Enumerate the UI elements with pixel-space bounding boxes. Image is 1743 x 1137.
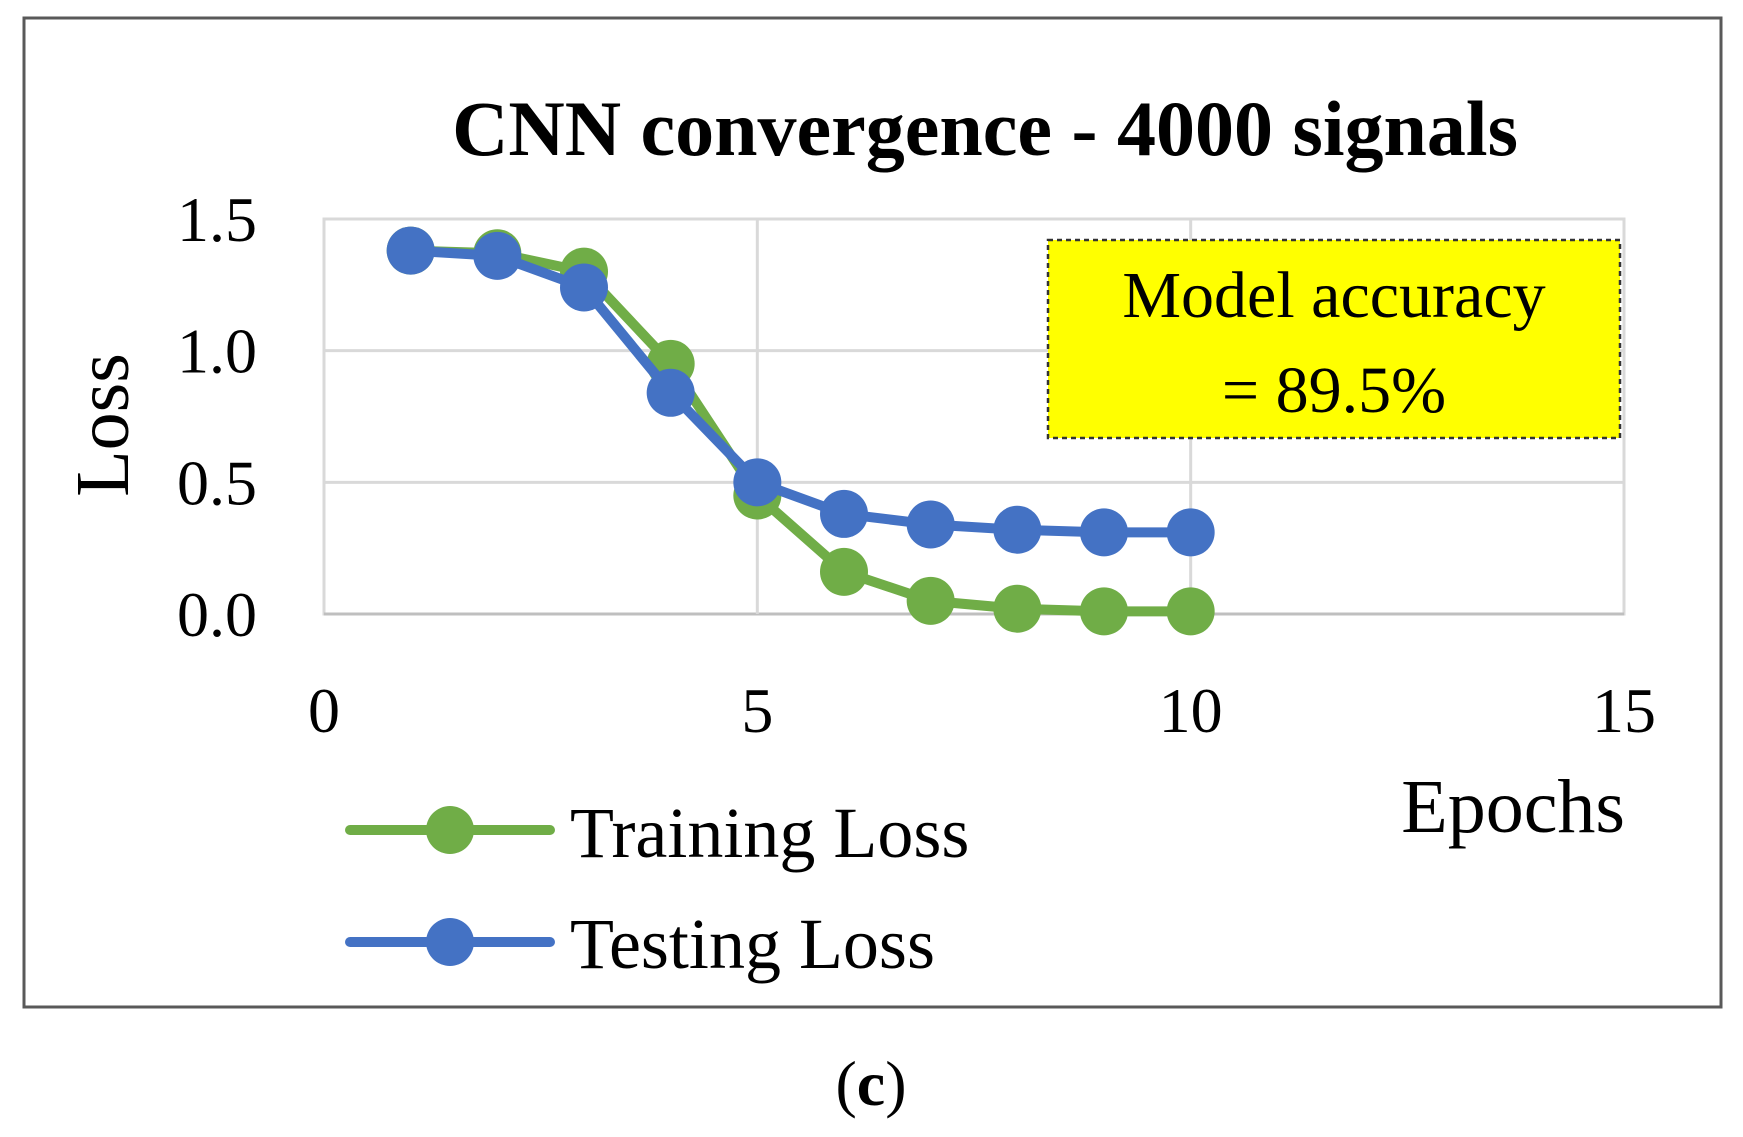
data-point <box>1166 508 1215 557</box>
annotation-line-2: = 89.5% <box>1222 354 1446 427</box>
series-line <box>405 245 1196 538</box>
y-tick-label: 1.5 <box>177 184 257 255</box>
x-axis-ticks: 0 5 10 15 <box>308 675 1656 746</box>
caption-open-paren: ( <box>835 1048 856 1119</box>
data-point <box>386 226 435 275</box>
series-line <box>405 245 1196 617</box>
x-tick-label: 10 <box>1159 675 1223 746</box>
y-tick-label: 0.0 <box>177 579 257 650</box>
annotation-line-1: Model accuracy <box>1122 259 1545 332</box>
data-point <box>906 576 955 625</box>
series-testing-loss <box>386 226 1215 557</box>
data-point <box>993 584 1042 633</box>
caption-close-paren: ) <box>885 1048 906 1119</box>
annotation-box <box>1046 238 1622 440</box>
caption-letter: c <box>857 1048 885 1119</box>
y-axis-ticks: 0.0 0.5 1.0 1.5 <box>177 184 257 650</box>
y-axis-label: Loss <box>61 353 145 497</box>
legend-swatch-marker-training <box>426 806 474 854</box>
data-point <box>733 458 782 507</box>
data-point <box>820 489 868 538</box>
data-point <box>1080 587 1128 636</box>
figure-caption: (c) <box>835 1048 906 1119</box>
data-point <box>993 505 1042 554</box>
data-point <box>473 231 522 280</box>
legend-label-testing: Testing Loss <box>570 904 935 984</box>
legend-swatch-marker-testing <box>426 918 474 966</box>
accuracy-annotation: Model accuracy = 89.5% <box>1046 238 1622 440</box>
data-point <box>560 263 608 312</box>
legend: Training Loss Testing Loss <box>345 793 969 984</box>
x-tick-label: 15 <box>1592 675 1656 746</box>
x-axis-label: Epochs <box>1401 765 1625 849</box>
y-tick-label: 1.0 <box>177 316 257 387</box>
data-point <box>820 547 868 596</box>
data-point <box>1080 508 1128 557</box>
y-tick-label: 0.5 <box>177 447 257 518</box>
data-point <box>1166 587 1215 636</box>
data-point <box>646 368 695 417</box>
data-point <box>906 500 955 549</box>
chart-title: CNN convergence - 4000 signals <box>452 85 1518 172</box>
series <box>386 226 1215 636</box>
x-tick-label: 5 <box>741 675 773 746</box>
legend-label-training: Training Loss <box>570 793 969 873</box>
x-tick-label: 0 <box>308 675 340 746</box>
